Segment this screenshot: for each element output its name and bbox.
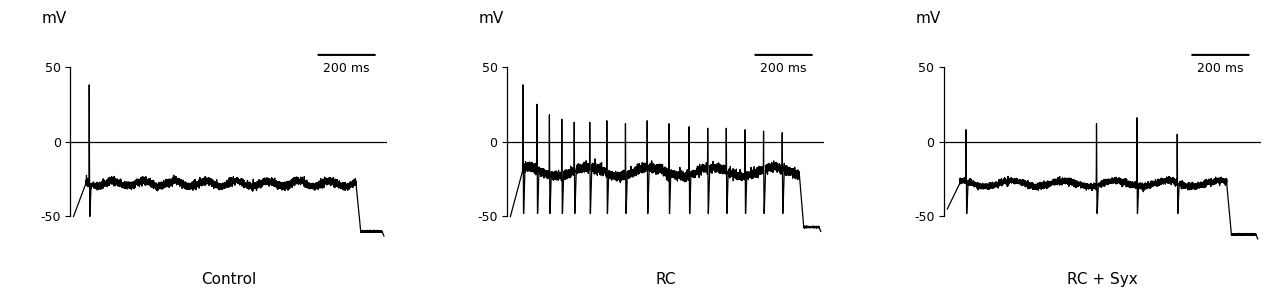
Text: RC: RC bbox=[655, 272, 676, 286]
Text: mV: mV bbox=[915, 11, 941, 26]
Text: 200 ms: 200 ms bbox=[760, 63, 806, 75]
Text: 200 ms: 200 ms bbox=[1197, 63, 1244, 75]
Text: mV: mV bbox=[42, 11, 67, 26]
Text: Control: Control bbox=[201, 272, 256, 286]
Text: 200 ms: 200 ms bbox=[324, 63, 370, 75]
Text: mV: mV bbox=[479, 11, 504, 26]
Text: RC + Syx: RC + Syx bbox=[1068, 272, 1138, 286]
